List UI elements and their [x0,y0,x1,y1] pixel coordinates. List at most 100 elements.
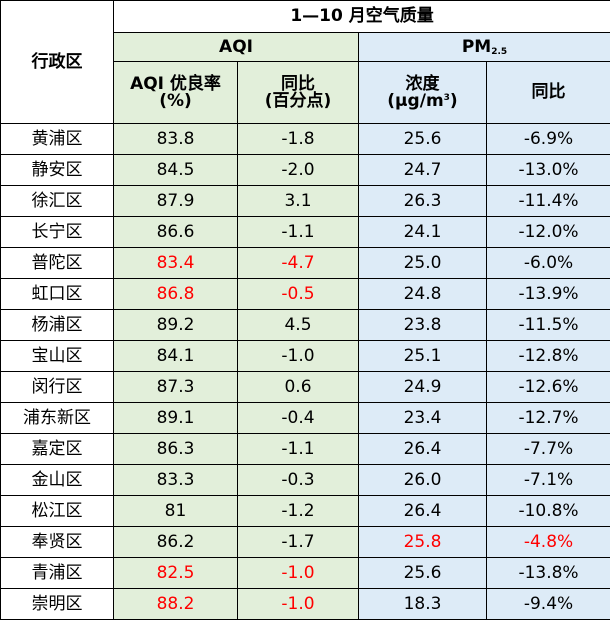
aqi-rate-cell: 86.6 [113,216,238,248]
aqi-rate-cell: 84.5 [113,154,238,186]
pm-conc-cell: 26.0 [358,464,487,496]
district-cell: 长宁区 [0,216,114,248]
pm-change-cell: -12.7% [485,402,610,434]
pm-conc-cell: 23.4 [358,402,487,434]
table-row: 浦东新区 89.1 -0.4 23.4 -12.7% [0,402,610,434]
aqi-change-header-line1: 同比 [281,73,315,94]
pm-change-cell: -10.8% [485,495,610,527]
aqi-rate-cell: 82.5 [113,557,238,589]
pm-change-cell: -12.8% [485,340,610,372]
aqi-change-cell: 3.1 [237,185,359,217]
aqi-rate-cell: 83.4 [113,247,238,279]
aqi-rate-cell: 84.1 [113,340,238,372]
district-cell: 青浦区 [0,557,114,589]
aqi-rate-cell: 88.2 [113,588,238,620]
aqi-rate-header: AQI 优良率 (%) [113,61,238,124]
district-cell: 静安区 [0,154,114,186]
table-row: 静安区 84.5 -2.0 24.7 -13.0% [0,154,610,186]
aqi-change-cell: 4.5 [237,309,359,341]
pm-change-cell: -13.8% [485,557,610,589]
aqi-change-cell: -0.4 [237,402,359,434]
district-cell: 杨浦区 [0,309,114,341]
pm-conc-header: 浓度 (μg/m3) [358,61,487,124]
pm-conc-cell: 24.9 [358,371,487,403]
aqi-change-cell: -1.0 [237,588,359,620]
pm25-group-header: PM2.5 [357,32,610,62]
column-header-row: AQI 优良率 (%) 同比 (百分点) 浓度 (μg/m3) 同比 [1,61,610,124]
table-row: 黄浦区 83.8 -1.8 25.6 -6.9% [0,123,610,155]
pm-change-cell: -6.9% [485,123,610,155]
table-row: 普陀区 83.4 -4.7 25.0 -6.0% [0,247,610,279]
table-title: 1—10 月空气质量 [112,0,610,33]
aqi-rate-cell: 83.8 [113,123,238,155]
group-header-row: AQI PM2.5 [1,32,610,62]
pm-change-cell: -9.4% [485,588,610,620]
table-row: 奉贤区 86.2 -1.7 25.8 -4.8% [0,526,610,558]
aqi-rate-cell: 87.3 [113,371,238,403]
table-row: 嘉定区 86.3 -1.1 26.4 -7.7% [0,433,610,465]
aqi-change-cell: -4.7 [237,247,359,279]
aqi-change-cell: -2.0 [237,154,359,186]
aqi-change-header-line2: (百分点) [264,90,332,111]
pm-label: PM [461,36,492,57]
pm-change-cell: -11.5% [485,309,610,341]
aqi-change-cell: -1.0 [237,340,359,372]
table-row: 虹口区 86.8 -0.5 24.8 -13.9% [0,278,610,310]
aqi-change-cell: -1.7 [237,526,359,558]
pm-change-cell: -7.1% [485,464,610,496]
pm-conc-cell: 24.7 [358,154,487,186]
aqi-rate-cell: 89.1 [113,402,238,434]
aqi-change-cell: -1.0 [237,557,359,589]
district-cell: 普陀区 [0,247,114,279]
pm-conc-cell: 18.3 [358,588,487,620]
aqi-rate-header-line1: AQI 优良率 [130,73,221,94]
pm-change-cell: -12.0% [485,216,610,248]
pm-change-cell: -12.6% [485,371,610,403]
table-row: 崇明区 88.2 -1.0 18.3 -9.4% [0,588,610,620]
aqi-change-header: 同比 (百分点) [237,61,359,124]
aqi-rate-cell: 86.2 [113,526,238,558]
district-cell: 浦东新区 [0,402,114,434]
pm-conc-cell: 25.1 [358,340,487,372]
district-cell: 闵行区 [0,371,114,403]
aqi-rate-cell: 81 [113,495,238,527]
pm-change-cell: -7.7% [485,433,610,465]
aqi-group-header: AQI [113,32,359,62]
district-cell: 虹口区 [0,278,114,310]
pm-conc-cell: 24.1 [358,216,487,248]
pm-conc-cell: 25.8 [358,526,487,558]
pm-conc-cell: 26.4 [358,495,487,527]
district-header: 行政区 [0,0,114,124]
pm-conc-unit-suffix: ) [449,90,458,111]
table-row: 青浦区 82.5 -1.0 25.6 -13.8% [0,557,610,589]
title-row: 行政区 1—10 月空气质量 [0,0,610,124]
pm-change-cell: -4.8% [485,526,610,558]
pm-change-cell: -13.0% [485,154,610,186]
pm-conc-cell: 26.3 [358,185,487,217]
pm-change-cell: -13.9% [485,278,610,310]
district-cell: 奉贤区 [0,526,114,558]
aqi-change-cell: -1.1 [237,216,359,248]
pm-change-cell: -11.4% [485,185,610,217]
aqi-rate-cell: 87.9 [113,185,238,217]
district-cell: 崇明区 [0,588,114,620]
district-cell: 金山区 [0,464,114,496]
pm-conc-unit-sup: 3 [443,92,450,103]
district-cell: 徐汇区 [0,185,114,217]
aqi-change-cell: -1.2 [237,495,359,527]
aqi-rate-cell: 83.3 [113,464,238,496]
district-cell: 黄浦区 [0,123,114,155]
pm-conc-unit-prefix: (μg/m [387,90,444,111]
pm-subscript: 2.5 [491,46,508,57]
aqi-rate-header-line2: (%) [159,90,192,111]
table-row: 长宁区 86.6 -1.1 24.1 -12.0% [0,216,610,248]
table-row: 闵行区 87.3 0.6 24.9 -12.6% [0,371,610,403]
pm-change-cell: -6.0% [485,247,610,279]
aqi-change-cell: -1.8 [237,123,359,155]
aqi-change-cell: -1.1 [237,433,359,465]
table-row: 松江区 81 -1.2 26.4 -10.8% [0,495,610,527]
aqi-change-cell: 0.6 [237,371,359,403]
pm-change-header: 同比 [485,61,610,124]
pm-conc-cell: 25.6 [358,557,487,589]
